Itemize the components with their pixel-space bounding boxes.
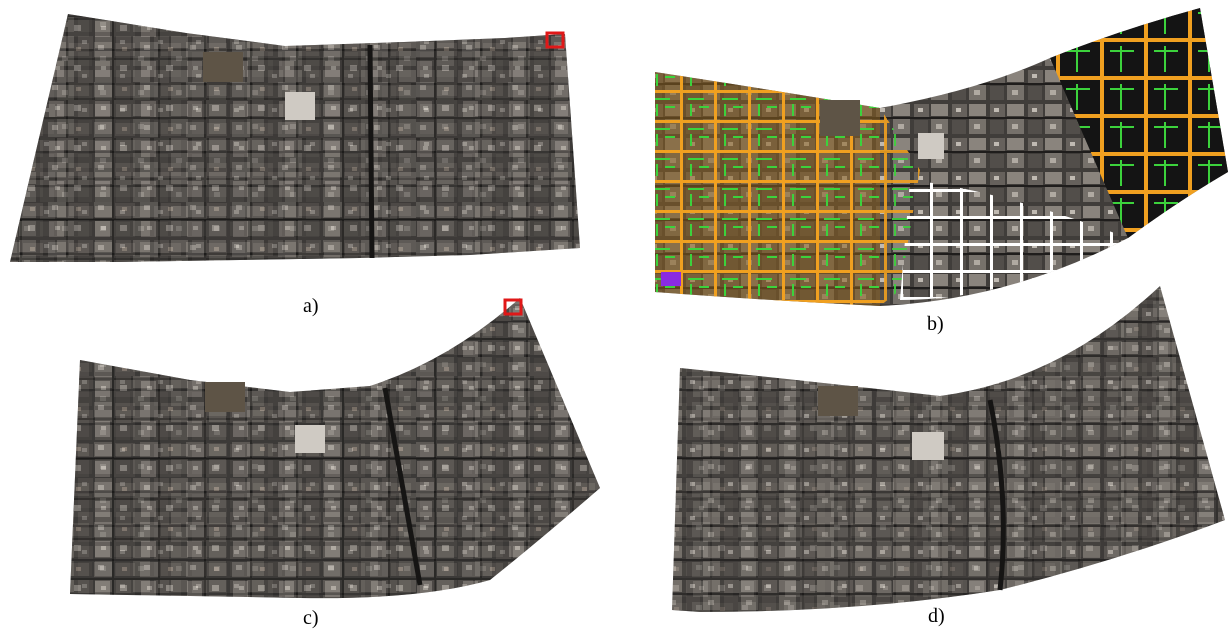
- panel-b-white-blocks: [900, 180, 1128, 300]
- panel-c-map: [70, 298, 600, 599]
- caption-c: c): [303, 607, 319, 629]
- panel-a-park: [203, 52, 243, 82]
- caption-b: b): [927, 313, 944, 335]
- panel-c-red-marker: [503, 298, 523, 316]
- panel-d-map: [672, 286, 1225, 612]
- caption-a: a): [303, 295, 319, 317]
- panel-a-red-marker: [545, 31, 565, 49]
- panel-b-purple-marker: [661, 272, 681, 286]
- panel-b-map: [655, 8, 1228, 306]
- caption-d: d): [928, 605, 945, 627]
- panel-a-plaza: [285, 92, 315, 120]
- panel-a-map: [10, 14, 580, 262]
